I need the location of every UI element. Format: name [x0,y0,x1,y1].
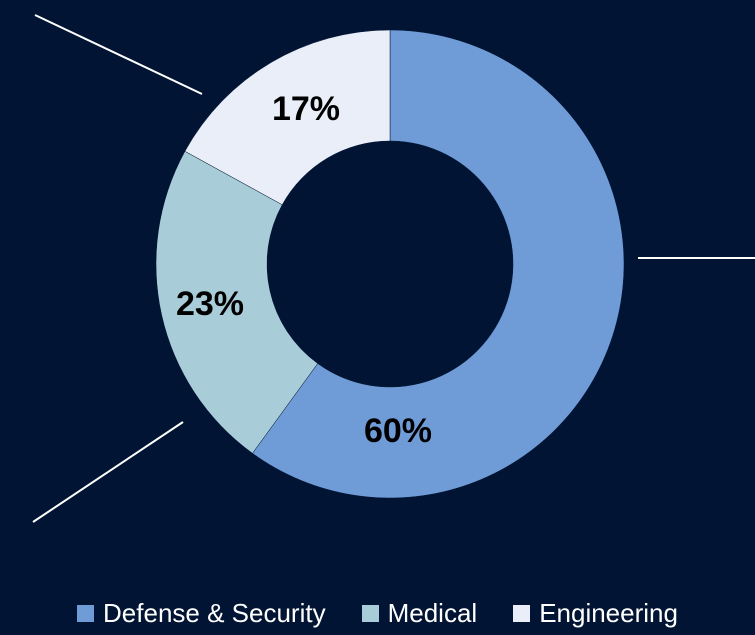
data-label-medical: 23% [176,285,244,323]
slices-group [155,29,625,499]
legend-label-defense-and-security: Defense & Security [103,597,326,628]
data-label-engineering: 17% [272,90,340,128]
legend-swatch-medical [361,604,379,622]
legend-swatch-engineering [513,604,531,622]
legend-item-medical: Medical [361,597,478,629]
data-label-defense-and-security: 60% [364,412,432,450]
leader-line-engineering [34,14,203,95]
slice-medical [155,150,319,454]
slice-engineering [184,29,391,206]
leader-line-medical [32,421,184,523]
leader-lines [32,14,755,523]
slice-defense-and-security [252,29,625,499]
legend-label-engineering: Engineering [539,597,678,628]
slice-labels: 60% 23% 17% [176,90,432,450]
legend-swatch-defense-and-security [77,604,95,622]
legend-label-medical: Medical [387,597,478,628]
legend-item-engineering: Engineering [513,598,678,629]
legend: Defense & Security Medical Engineering [0,595,755,631]
legend-item-defense-and-security: Defense & Security [77,598,326,629]
